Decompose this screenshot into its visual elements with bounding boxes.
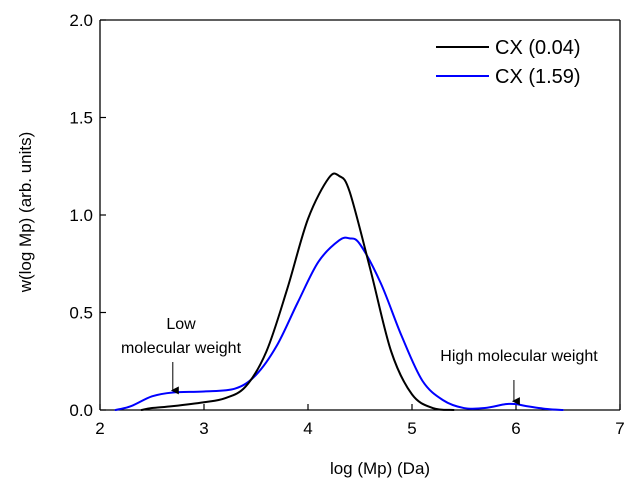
y-tick-label: 1.0 xyxy=(69,206,93,225)
annotation-low-text-line-2: molecular weight xyxy=(121,340,242,357)
series-line-cx-1-59 xyxy=(114,236,564,411)
x-tick-label: 7 xyxy=(615,419,624,438)
axes: 2 3 4 5 6 7 0.0 0.5 1.0 1.5 2.0 xyxy=(69,11,624,438)
x-tick-label: 6 xyxy=(511,419,520,438)
x-tick-label: 4 xyxy=(303,419,312,438)
y-tick-label: 1.5 xyxy=(69,109,93,128)
x-tick-label: 5 xyxy=(407,419,416,438)
annotation-layer: Low molecular weight High molecular weight xyxy=(121,316,598,406)
legend: CX (0.04) CX (1.59) xyxy=(436,37,581,88)
annotation-low-text-line-1: Low xyxy=(166,316,196,333)
y-tick-label: 2.0 xyxy=(69,11,93,30)
y-axis-title: w(log Mp) (arb. units) xyxy=(16,132,35,294)
x-tick-label: 3 xyxy=(199,419,208,438)
x-tick-label: 2 xyxy=(95,419,104,438)
legend-item-cx-0-04-label: CX (0.04) xyxy=(495,37,581,59)
x-axis-title: log (Mp) (Da) xyxy=(330,459,430,478)
series-layer xyxy=(114,172,564,411)
annotation-high-text: High molecular weight xyxy=(440,348,598,365)
legend-item-cx-1-59-label: CX (1.59) xyxy=(495,66,581,88)
y-tick-label: 0.5 xyxy=(69,304,93,323)
y-tick-label: 0.0 xyxy=(69,401,93,420)
series-line-cx-0-04 xyxy=(140,172,455,411)
